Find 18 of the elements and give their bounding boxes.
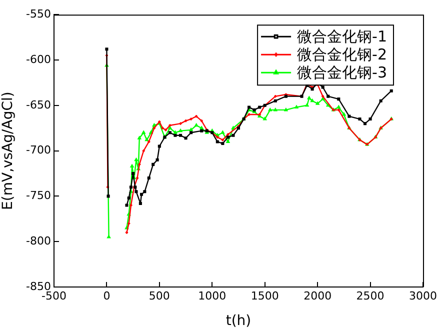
y-tick-label: -600 [26,52,51,66]
legend-label: 微合金化钢-2 [297,45,388,64]
y-tick-label: -700 [26,144,51,157]
x-axis-title: t(h) [226,313,252,330]
y-axis-title: E(mV,vsAg/AgCl) [0,92,16,210]
x-tick-label: 0 [103,289,110,302]
legend-label: 微合金化钢-3 [297,63,388,82]
y-tick-label: -800 [26,234,51,248]
legend-label: 微合金化钢-1 [297,27,388,46]
y-tick-label: -750 [26,189,51,202]
x-tick-label: 2500 [356,289,384,302]
x-tick-label: 3000 [409,289,438,302]
x-tick-label: 1500 [250,289,279,302]
x-tick-label: 500 [148,289,170,302]
y-tick-label: -550 [26,7,51,20]
y-tick-label: -650 [26,98,51,112]
x-tick-label: 1000 [198,289,226,302]
x-tick-label: 2000 [304,289,332,302]
